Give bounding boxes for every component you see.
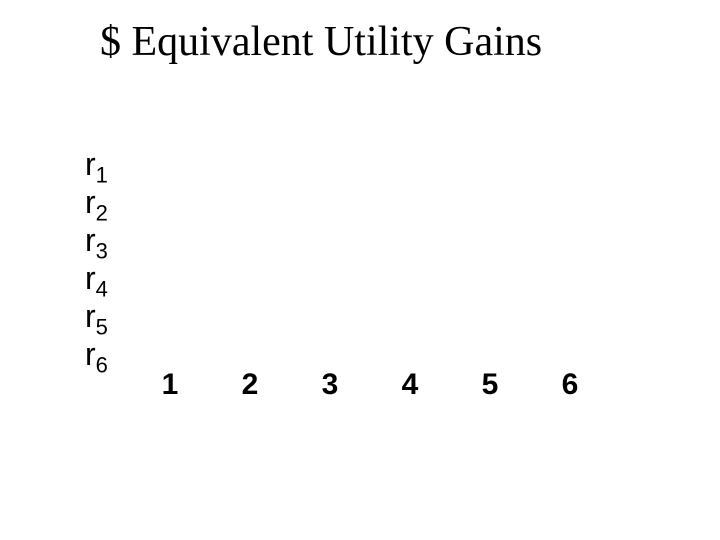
row-label: r3 (85, 221, 108, 259)
col-label: 2 (235, 368, 265, 402)
page-title: $ Equivalent Utility Gains (100, 18, 542, 66)
row-label: r5 (85, 297, 108, 335)
col-label: 5 (475, 368, 505, 402)
row-label: r6 (85, 335, 108, 373)
col-labels-group: 1 2 3 4 5 6 (155, 368, 585, 402)
col-label: 1 (155, 368, 185, 402)
col-label: 6 (555, 368, 585, 402)
row-label: r4 (85, 259, 108, 297)
col-label: 4 (395, 368, 425, 402)
row-labels-group: r1 r2 r3 r4 r5 r6 (85, 145, 108, 373)
row-label: r2 (85, 183, 108, 221)
row-label: r1 (85, 145, 108, 183)
col-label: 3 (315, 368, 345, 402)
